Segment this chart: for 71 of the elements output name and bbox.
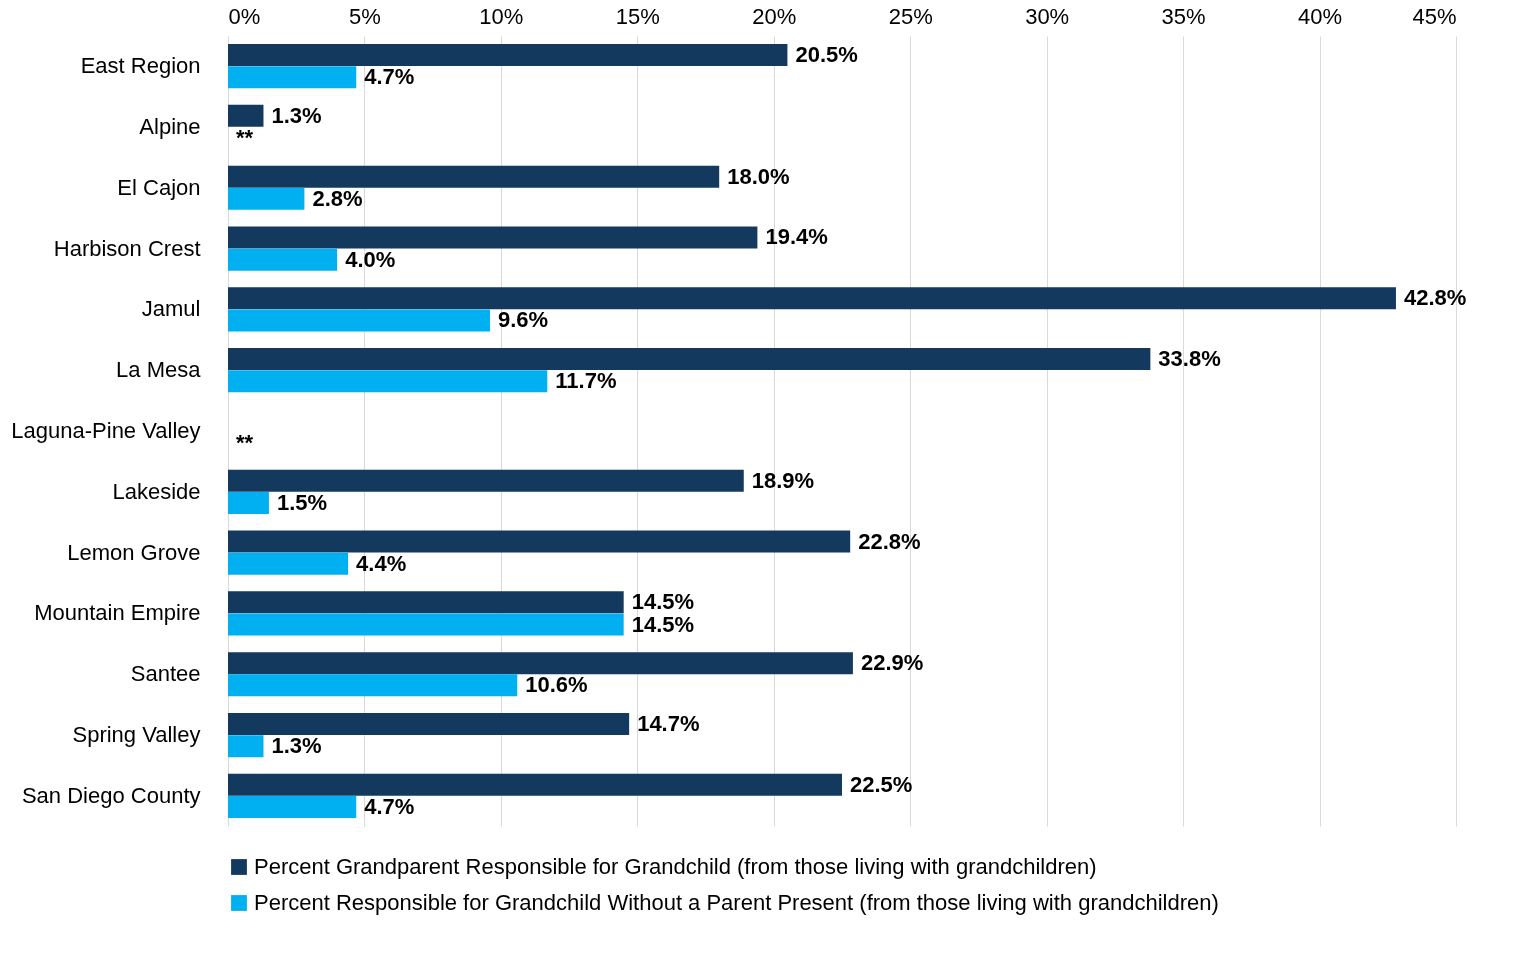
- x-tick-label: 35%: [1161, 3, 1206, 29]
- data-label: 10.6%: [525, 672, 588, 698]
- bar: [228, 66, 357, 89]
- bar: [228, 674, 518, 697]
- x-tick-label: 20%: [752, 3, 797, 29]
- x-tick-label: 30%: [1025, 3, 1070, 29]
- bar: [228, 370, 548, 393]
- data-label: 11.7%: [555, 368, 617, 394]
- y-tick-label: El Cajon: [117, 174, 201, 200]
- data-label: 22.9%: [860, 650, 924, 676]
- data-label: 9.6%: [497, 307, 549, 333]
- x-tick-label: 45%: [1412, 3, 1457, 29]
- y-tick-label: Alpine: [139, 113, 201, 139]
- data-label: 2.8%: [312, 185, 363, 211]
- legend-label: Percent Responsible for Grandchild Without a Parent Present (from those living with grandchildren): [254, 890, 1219, 915]
- data-label: 42.8%: [1403, 285, 1467, 311]
- bar: [228, 613, 624, 636]
- bar: [228, 735, 264, 758]
- annotation: **: [236, 430, 254, 455]
- y-tick-label: Santee: [130, 661, 201, 687]
- data-label: 4.7%: [364, 64, 415, 90]
- data-label: 1.5%: [276, 489, 328, 515]
- bar: [228, 712, 630, 735]
- data-label: 20.5%: [795, 42, 858, 68]
- x-tick-label: 25%: [888, 3, 933, 29]
- y-tick-label: Lakeside: [112, 478, 201, 504]
- bar: [228, 248, 338, 271]
- bar: [228, 187, 305, 210]
- annotation: **: [236, 125, 254, 151]
- x-tick-label: 10%: [479, 3, 524, 29]
- data-label: 18.9%: [751, 467, 815, 493]
- legend-label: Percent Grandparent Responsible for Grandchild (from those living with grandchildren): [254, 854, 1097, 879]
- bar: [228, 348, 1151, 371]
- x-tick-label: 5%: [349, 3, 381, 29]
- bar: [228, 491, 269, 514]
- x-tick-label: 40%: [1298, 3, 1343, 29]
- y-tick-label: Jamul: [141, 296, 201, 322]
- data-label: 14.7%: [637, 710, 700, 736]
- y-tick-label: East Region: [80, 53, 201, 79]
- y-tick-label: Spring Valley: [72, 722, 201, 748]
- data-label: 33.8%: [1158, 346, 1221, 372]
- bar: [228, 773, 842, 796]
- data-label: 4.7%: [364, 793, 415, 819]
- bar: [228, 309, 490, 332]
- data-label: 22.5%: [850, 771, 913, 797]
- y-tick-label: Lemon Grove: [67, 539, 201, 565]
- bar: [228, 165, 720, 188]
- data-label: 1.3%: [271, 102, 322, 128]
- y-tick-label: Harbison Crest: [53, 235, 201, 261]
- data-label: 4.0%: [345, 246, 396, 272]
- x-tick-label: 15%: [615, 3, 660, 29]
- bar: [228, 530, 851, 553]
- bar: [228, 552, 349, 575]
- y-tick-label: Mountain Empire: [34, 600, 201, 626]
- bar: [228, 287, 1396, 310]
- y-tick-label: La Mesa: [116, 357, 202, 383]
- data-label: 4.4%: [356, 550, 407, 576]
- data-label: 22.8%: [858, 528, 921, 554]
- bar: [228, 591, 624, 614]
- bar: [228, 44, 788, 67]
- bar: [228, 226, 758, 249]
- bar: [228, 469, 744, 492]
- bar: [228, 795, 357, 818]
- bar: [228, 104, 264, 127]
- data-label: 18.0%: [727, 163, 790, 189]
- bar: [228, 652, 853, 675]
- y-tick-label: Laguna-Pine Valley: [11, 418, 201, 443]
- data-label: 1.3%: [271, 733, 322, 759]
- x-tick-label: 0%: [228, 3, 261, 29]
- y-tick-label: San Diego County: [21, 782, 201, 808]
- data-label: 19.4%: [765, 224, 828, 250]
